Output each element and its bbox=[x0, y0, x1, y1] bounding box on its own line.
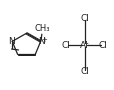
Text: Al: Al bbox=[79, 40, 88, 50]
Text: Cl: Cl bbox=[79, 68, 88, 76]
Text: Cl: Cl bbox=[79, 14, 88, 22]
Text: Cl: Cl bbox=[61, 40, 70, 50]
Text: N: N bbox=[37, 37, 44, 46]
Text: CH₃: CH₃ bbox=[34, 24, 49, 33]
Text: N: N bbox=[8, 37, 15, 46]
Text: Cl: Cl bbox=[98, 40, 106, 50]
Text: ·: · bbox=[85, 40, 88, 50]
Text: +: + bbox=[41, 37, 46, 43]
